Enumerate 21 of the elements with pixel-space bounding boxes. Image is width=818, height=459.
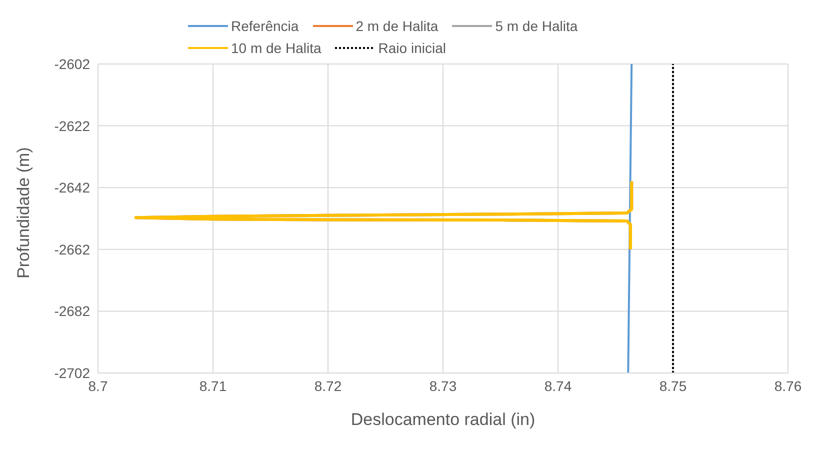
y-tick-label: -2622	[54, 118, 90, 134]
x-tick-label: 8.73	[429, 378, 457, 394]
y-tick-label: -2662	[54, 241, 90, 258]
y-tick-label: -2702	[54, 364, 90, 381]
x-tick-label: 8.72	[314, 378, 342, 394]
x-tick-label: 8.71	[199, 378, 227, 394]
x-tick-label: 8.74	[544, 378, 572, 394]
y-axis-title: Profundidade (m)	[14, 147, 34, 278]
x-axis-title: Deslocamento radial (in)	[350, 410, 536, 429]
y-tick-label: -2642	[54, 180, 90, 196]
legend-label: Referência	[230, 18, 299, 34]
legend-label: Raio inicial	[377, 40, 446, 56]
legend-label: 2 m de Halita	[354, 18, 438, 34]
x-tick-label: 8.75	[659, 378, 687, 394]
x-tick-label: 8.7	[88, 378, 108, 394]
x-tick-label: 8.76	[774, 378, 802, 394]
legend-label: 10 m de Halita	[230, 40, 322, 56]
y-tick-label: -2682	[54, 303, 90, 320]
legend-label: 5 m de Halita	[494, 18, 578, 34]
line-series	[134, 180, 634, 251]
y-tick-label: -2602	[54, 56, 90, 72]
